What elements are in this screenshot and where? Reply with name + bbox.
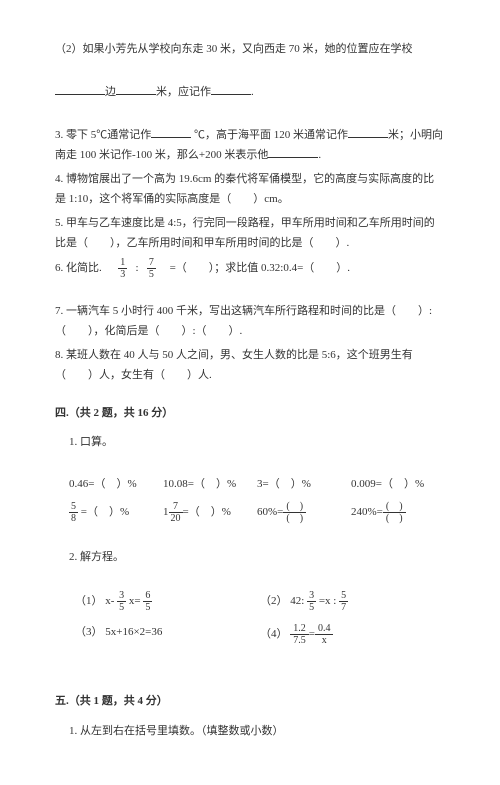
text: 240%= xyxy=(351,506,383,518)
q2-line1: （2）如果小芳先从学校向东走 30 米，又向西走 70 米，她的位置应在学校 xyxy=(55,40,445,60)
fraction-5-8: 58 xyxy=(69,501,78,524)
eq-row2: （3） 5x+16×2=36 （4） 1.27.5=0.4x xyxy=(55,623,445,646)
text: （4） xyxy=(260,628,290,640)
text: . xyxy=(251,86,254,98)
fraction-paren: ( )( ) xyxy=(383,501,406,524)
text: =x : xyxy=(316,595,336,607)
q7: 7. 一辆汽车 5 小时行 400 千米，写出这辆汽车所行路程和时间的比是（ ）… xyxy=(55,302,445,342)
blank xyxy=(151,125,191,138)
text: 3. 零下 5℃通常记作 xyxy=(55,129,151,141)
blank xyxy=(268,145,318,158)
q3: 3. 零下 5℃通常记作 ℃，高于海平面 120 米通常记作米；小明向南走 10… xyxy=(55,125,445,167)
calc-cell: 58 =（ ）% xyxy=(69,501,163,524)
fraction-3-5: 35 xyxy=(307,590,316,613)
text: 米，应记作 xyxy=(156,86,211,98)
text: 60%= xyxy=(257,506,283,518)
s4-q2: 2. 解方程。 xyxy=(55,548,445,568)
eq2: （2） 42: 35 =x : 57 xyxy=(260,590,445,613)
fraction-1-3: 13 xyxy=(118,257,127,280)
blank xyxy=(116,82,156,95)
text: =（ ）；求比值 0.32:0.4=（ ）. xyxy=(170,262,350,274)
calc-cell: 60%=( )( ) xyxy=(257,501,351,524)
calc-cell: 1720=（ ）% xyxy=(163,501,257,524)
text: （2） 42: xyxy=(260,595,304,607)
calc-cell: 0.009=（ ）% xyxy=(351,475,445,495)
text: . xyxy=(318,149,321,161)
text: 6. 化简比. xyxy=(55,262,102,274)
fraction-6-5: 65 xyxy=(143,590,152,613)
eq-row1: （1） x- 35 x= 65 （2） 42: 35 =x : 57 xyxy=(55,590,445,613)
fraction-7-5: 75 xyxy=(147,257,156,280)
blank xyxy=(211,82,251,95)
calc-row2: 58 =（ ）% 1720=（ ）% 60%=( )( ) 240%=( )( … xyxy=(55,501,445,524)
section-5-heading: 五.（共 1 题，共 4 分） xyxy=(55,692,445,712)
calc-cell: 3=（ ）% xyxy=(257,475,351,495)
s5-q1: 1. 从左到右在括号里填数。（填整数或小数） xyxy=(55,722,445,742)
blank xyxy=(348,125,388,138)
q5: 5. 甲车与乙车速度比是 4:5，行完同一段路程，甲车所用时间和乙车所用时间的比… xyxy=(55,214,445,254)
calc-cell: 240%=( )( ) xyxy=(351,501,445,524)
fraction-3-5: 35 xyxy=(117,590,126,613)
fraction-5-7: 57 xyxy=(339,590,348,613)
q6: 6. 化简比. 13 : 75 =（ ）；求比值 0.32:0.4=（ ）. xyxy=(55,257,445,280)
calc-row1: 0.46=（ ）% 10.08=（ ）% 3=（ ）% 0.009=（ ）% xyxy=(55,475,445,495)
fraction-04-x: 0.4x xyxy=(315,623,334,646)
eq4: （4） 1.27.5=0.4x xyxy=(260,623,445,646)
fraction-12-75: 1.27.5 xyxy=(290,623,309,646)
q8: 8. 某班人数在 40 人与 50 人之间，男、女生人数的比是 5:6，这个班男… xyxy=(55,346,445,386)
fraction-7-20: 720 xyxy=(169,501,183,524)
calc-cell: 10.08=（ ）% xyxy=(163,475,257,495)
eq1: （1） x- 35 x= 65 xyxy=(75,590,260,613)
text: 边 xyxy=(105,86,116,98)
text: （1） x- xyxy=(75,595,114,607)
fraction-paren: ( )( ) xyxy=(283,501,306,524)
blank xyxy=(55,82,105,95)
q2-line2: 边 米，应记作. xyxy=(55,82,445,103)
section-4-heading: 四.（共 2 题，共 16 分） xyxy=(55,404,445,424)
text: x= xyxy=(126,595,140,607)
eq3: （3） 5x+16×2=36 xyxy=(75,623,260,646)
q4: 4. 博物馆展出了一个高为 19.6cm 的秦代将军俑模型，它的高度与实际高度的… xyxy=(55,170,445,210)
text: =（ ）% xyxy=(78,506,129,518)
text: =（ ）% xyxy=(183,506,231,518)
calc-cell: 0.46=（ ）% xyxy=(69,475,163,495)
s4-q1: 1. 口算。 xyxy=(55,433,445,453)
text: ℃，高于海平面 120 米通常记作 xyxy=(191,129,348,141)
